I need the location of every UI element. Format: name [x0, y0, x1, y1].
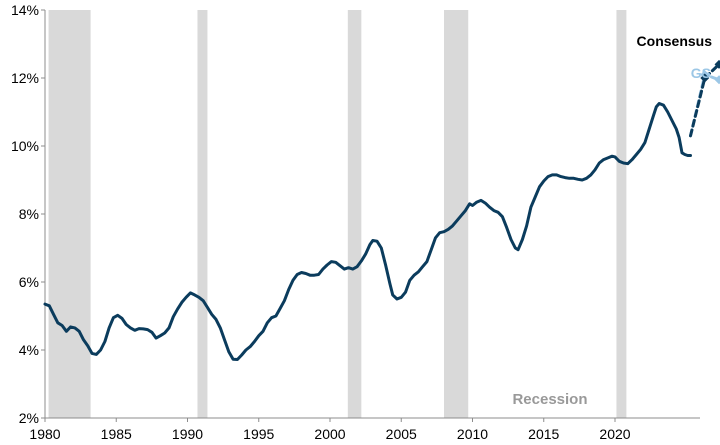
consensus-label: Consensus: [637, 33, 713, 49]
recession-band-2: [347, 10, 362, 418]
y-tick-label: 12%: [11, 70, 39, 86]
x-tick-label: 1980: [29, 426, 60, 442]
y-tick-label: 2%: [19, 410, 39, 426]
y-tick-label: 8%: [19, 206, 39, 222]
y-tick-labels: 2% 4% 6% 8% 10% 12% 14%: [11, 2, 45, 426]
gs-label: GS: [691, 65, 711, 81]
x-tick-label: 2000: [314, 426, 345, 442]
x-tick-label: 1990: [172, 426, 203, 442]
series-labels: Consensus GS: [637, 33, 713, 81]
x-tick-label: 1985: [101, 426, 132, 442]
recession-band-0: [48, 10, 91, 418]
y-tick-label: 6%: [19, 274, 39, 290]
recession-band-3: [444, 10, 469, 418]
recession-band-1: [197, 10, 208, 418]
gs-marker: [714, 75, 720, 85]
y-tick-label: 10%: [11, 138, 39, 154]
consensus-marker: [714, 59, 720, 69]
series-markers: [700, 59, 720, 85]
x-tick-labels: 1980 1985 1990 1995 2000 2005 2010 2015 2020: [29, 418, 631, 442]
recession-bands: [48, 10, 627, 418]
y-tick-label: 4%: [19, 342, 39, 358]
x-tick-label: 2015: [528, 426, 559, 442]
y-tick-label: 14%: [11, 2, 39, 18]
axes: [44, 10, 700, 419]
x-tick-label: 2010: [457, 426, 488, 442]
recession-label: Recession: [512, 391, 587, 408]
x-tick-label: 2020: [599, 426, 630, 442]
recession-band-4: [616, 10, 627, 418]
x-tick-label: 1995: [243, 426, 274, 442]
historical-series-line: [43, 102, 692, 361]
x-tick-label: 2005: [386, 426, 417, 442]
consensus-marker: [700, 73, 710, 83]
